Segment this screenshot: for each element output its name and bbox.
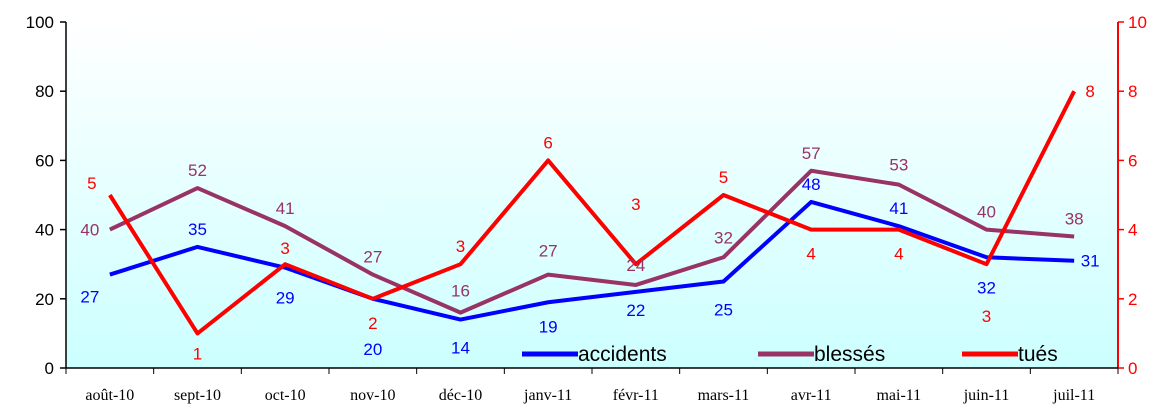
data-label-accidents: 27 bbox=[80, 288, 99, 307]
series-line-blessés bbox=[108, 168, 1075, 315]
data-label-accidents: 41 bbox=[889, 199, 908, 218]
x-tick-label: avr-11 bbox=[791, 387, 832, 404]
x-tick-label: févr-11 bbox=[613, 387, 659, 404]
data-label-blessés: 57 bbox=[802, 144, 821, 163]
data-label-tués: 5 bbox=[87, 174, 96, 193]
x-tick-label: oct-10 bbox=[265, 387, 306, 404]
legend-label-tués: tués bbox=[1018, 343, 1058, 366]
y-tick-label-right: 0 bbox=[1128, 359, 1137, 378]
x-tick-label: sept-10 bbox=[174, 387, 221, 404]
y-tick-label-left: 0 bbox=[45, 359, 54, 378]
data-label-accidents: 20 bbox=[363, 340, 382, 359]
data-label-blessés: 24 bbox=[626, 256, 645, 275]
data-label-blessés: 40 bbox=[977, 203, 996, 222]
data-label-accidents: 31 bbox=[1081, 252, 1100, 271]
data-label-blessés: 38 bbox=[1065, 210, 1084, 229]
legend-label-accidents: accidents bbox=[578, 343, 667, 366]
y-tick-label-left: 20 bbox=[35, 290, 54, 309]
y-tick-label-left: 40 bbox=[35, 221, 54, 240]
data-label-tués: 4 bbox=[894, 245, 903, 264]
data-label-accidents: 29 bbox=[276, 289, 295, 308]
x-tick-label: mai-11 bbox=[876, 387, 921, 404]
data-label-blessés: 40 bbox=[80, 221, 99, 240]
data-label-accidents: 25 bbox=[714, 301, 733, 320]
y-tick-label-left: 60 bbox=[35, 151, 54, 170]
data-label-blessés: 27 bbox=[539, 242, 558, 261]
data-label-tués: 3 bbox=[631, 195, 640, 214]
x-tick-label: août-10 bbox=[85, 387, 134, 404]
data-label-accidents: 48 bbox=[802, 175, 821, 194]
data-label-blessés: 41 bbox=[276, 199, 295, 218]
data-label-accidents: 32 bbox=[977, 278, 996, 297]
x-tick-label: mars-11 bbox=[698, 387, 750, 404]
x-tick-label: déc-10 bbox=[439, 387, 483, 404]
data-label-tués: 8 bbox=[1085, 82, 1094, 101]
data-label-blessés: 27 bbox=[363, 248, 382, 267]
x-tick-label: juin-11 bbox=[963, 387, 1010, 404]
y-tick-label-right: 4 bbox=[1128, 221, 1137, 240]
data-label-accidents: 35 bbox=[188, 220, 207, 239]
y-tick-label-right: 8 bbox=[1128, 82, 1137, 101]
data-label-blessés: 32 bbox=[714, 228, 733, 247]
x-tick-label: juil-11 bbox=[1052, 387, 1095, 404]
y-tick-label-right: 10 bbox=[1128, 13, 1147, 32]
data-label-tués: 3 bbox=[982, 307, 991, 326]
x-tick-label: janv-11 bbox=[523, 387, 572, 404]
legend-label-blessés: blessés bbox=[814, 343, 885, 366]
y-tick-label-right: 2 bbox=[1128, 290, 1137, 309]
data-label-tués: 1 bbox=[193, 344, 202, 363]
data-label-accidents: 14 bbox=[451, 339, 470, 358]
data-label-tués: 3 bbox=[456, 237, 465, 256]
data-label-accidents: 19 bbox=[539, 317, 558, 336]
data-label-tués: 3 bbox=[280, 239, 289, 258]
data-label-tués: 4 bbox=[806, 245, 815, 264]
data-label-tués: 2 bbox=[368, 314, 377, 333]
data-label-blessés: 16 bbox=[451, 282, 470, 301]
data-label-tués: 6 bbox=[543, 133, 552, 152]
data-label-blessés: 53 bbox=[889, 156, 908, 175]
plot-area bbox=[66, 22, 1118, 368]
series-line-tués bbox=[108, 90, 1076, 336]
y-tick-label-left: 100 bbox=[26, 13, 54, 32]
data-label-accidents: 22 bbox=[626, 301, 645, 320]
data-label-tués: 5 bbox=[719, 168, 728, 187]
y-tick-label-right: 6 bbox=[1128, 151, 1137, 170]
data-label-blessés: 52 bbox=[188, 161, 207, 180]
series-line-accidents bbox=[109, 199, 1075, 322]
x-tick-label: nov-10 bbox=[350, 387, 395, 404]
y-tick-label-left: 80 bbox=[35, 82, 54, 101]
